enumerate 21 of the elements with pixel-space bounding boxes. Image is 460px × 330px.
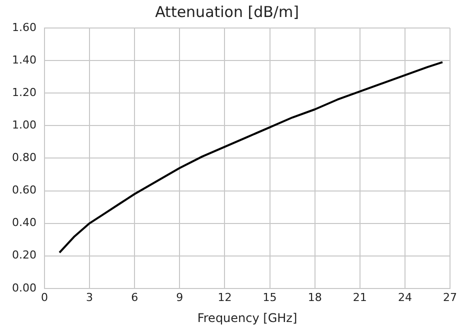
x-tick-label: 27	[443, 290, 457, 304]
x-tick-label: 3	[86, 290, 94, 304]
x-tick-label: 18	[308, 290, 322, 304]
x-tick-label: 9	[176, 290, 184, 304]
y-tick-label: 0.60	[12, 184, 36, 197]
y-tick-label: 0.40	[12, 216, 36, 230]
y-tick-label: 1.40	[12, 53, 36, 66]
y-tick-label: 1.20	[12, 86, 36, 99]
x-axis-title: Frequency [GHz]	[197, 310, 298, 325]
x-tick-label: 15	[262, 290, 277, 304]
y-tick-label: 1.60	[12, 20, 36, 34]
y-tick-label: 0.80	[12, 151, 36, 164]
y-tick-label: 0.20	[12, 248, 36, 262]
x-tick-label: 6	[131, 290, 138, 304]
x-tick-label: 0	[40, 290, 48, 304]
y-tick-label: 0.00	[12, 281, 36, 294]
x-tick-label: 21	[352, 290, 367, 304]
x-tick-label: 24	[398, 290, 412, 304]
y-tick-label: 1.00	[12, 118, 36, 132]
x-tick-label: 12	[218, 290, 232, 304]
chart-title: Attenuation [dB/m]	[155, 2, 299, 21]
